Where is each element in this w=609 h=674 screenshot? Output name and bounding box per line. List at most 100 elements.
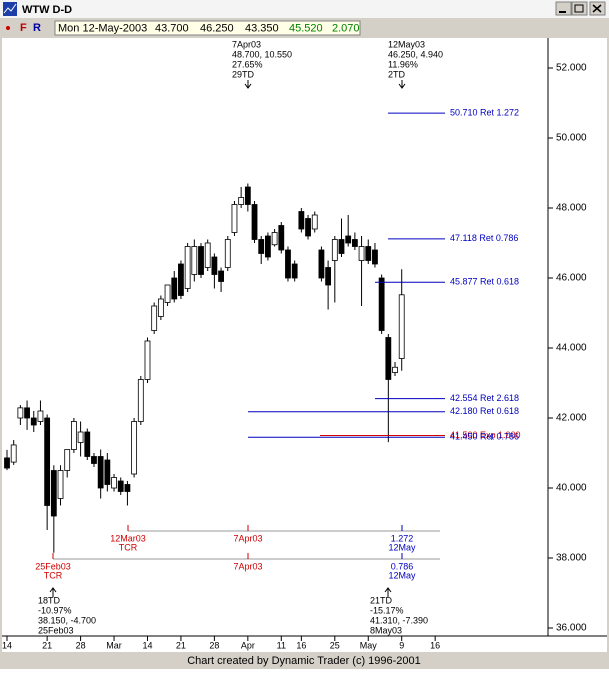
candle-body [97,456,104,489]
candle-body [10,444,17,463]
app-icon [3,2,17,16]
candle-body [392,366,398,373]
time-bar-label: 25Feb03 [35,561,71,571]
candle-body [131,421,138,475]
candle-body [224,239,231,268]
time-bar-label: 12May [388,570,416,580]
candle-body [358,246,365,261]
candle-body [50,470,57,517]
candle-body [71,421,77,450]
candle-body [137,379,144,422]
level-label: 45.877 Ret 0.618 [450,277,519,287]
time-bar-label: TCR [44,570,63,580]
candle-body [398,294,405,359]
y-tick-label: 44.000 [556,343,587,354]
level-label: 42.180 Ret 0.618 [450,406,519,416]
candle-body [164,284,171,303]
candle-body [184,246,191,289]
annotation-text: 46.250, 4.940 [388,49,443,59]
candle-body [91,456,97,464]
y-tick-label: 42.000 [556,413,587,424]
r-button[interactable]: R [33,22,41,34]
candle-body [244,186,251,205]
candle-body [211,256,218,275]
candle-body [278,225,285,251]
annotation-text: 27.65% [232,59,263,69]
app-icon-glyph [3,3,17,14]
level-label: 42.554 Ret 2.618 [450,393,519,403]
x-tick-label: 11 [277,640,286,650]
y-tick-label: 40.000 [556,483,587,494]
restore-button[interactable] [571,1,588,16]
candle-body [231,204,238,233]
close-glyph [592,4,602,13]
candle-body [157,298,164,317]
x-tick-label: 14 [142,640,152,650]
level-label: 47.118 Ret 0.786 [450,233,518,243]
x-tick-label: 25 [330,640,340,650]
x-tick-label: 14 [2,640,12,650]
candle-body [285,249,291,279]
annotation-arrowhead [49,587,57,593]
x-tick-label: 16 [430,640,440,650]
candle-body [238,197,245,205]
candle-body [151,305,158,331]
time-bar-label: 12Mar03 [110,533,146,543]
candle-body [318,249,325,279]
annotation-text: -15.17% [370,605,404,615]
candle-body [64,449,71,471]
y-tick-label: 48.000 [556,203,587,214]
info-value: 43.350 [245,22,279,34]
time-bar-label: 7Apr03 [233,533,262,543]
candle-body [117,480,124,492]
level-label: 41.500 Exp 1.000 [450,430,521,440]
candle-body [57,470,64,499]
candle-body [204,242,211,268]
info-box [54,20,361,36]
candle-body [44,417,51,506]
level-label: 50.710 Ret 1.272 [450,108,519,118]
x-tick-label: 28 [76,640,86,650]
candle-body [178,263,184,296]
footer-bar [2,652,607,669]
candle-body [378,277,385,331]
minimize-button[interactable] [555,1,572,16]
time-bar-label: 7Apr03 [233,561,262,571]
candle-body [251,204,258,240]
candle-body [351,239,358,247]
annotation-text: -10.97% [38,605,72,615]
x-tick-label: 28 [209,640,219,650]
annotation-text: 18TD [38,595,61,605]
footer: Chart created by Dynamic Trader (c) 1996… [187,655,421,667]
candle-body [258,239,265,254]
title-bar [0,0,609,18]
annotation-text: 41.310, -7.390 [370,615,428,625]
time-bar-label: 1.272 [391,533,414,543]
y-tick-label: 52.000 [556,63,587,74]
candle-body [124,484,131,492]
candle-body [30,417,37,426]
annotation-arrowhead [244,83,252,89]
time-bar-label: 12May [388,542,416,552]
window-buttons [555,1,606,16]
y-tick-label: 36.000 [556,623,587,634]
annotation-text: 25Feb03 [38,625,74,635]
annotation-arrowhead [398,83,406,89]
y-tick-label: 38.000 [556,553,587,564]
level-label: 41.450 Ret 0.786 [450,432,519,442]
f-button[interactable]: F [20,22,27,34]
annotation-text: 29TD [232,69,255,79]
candle-body [104,459,111,485]
candle-body [144,340,151,380]
annotation-text: 2TD [388,69,406,79]
annotation-text: 12May03 [388,39,425,49]
candle-body [338,239,345,254]
restore-glyph [574,4,584,13]
candle-body [271,232,278,246]
candle-body [331,239,338,261]
candle-body [372,249,378,265]
candle-body [298,211,305,230]
candle-body [77,431,84,443]
info-value: 2.070 [332,22,360,34]
